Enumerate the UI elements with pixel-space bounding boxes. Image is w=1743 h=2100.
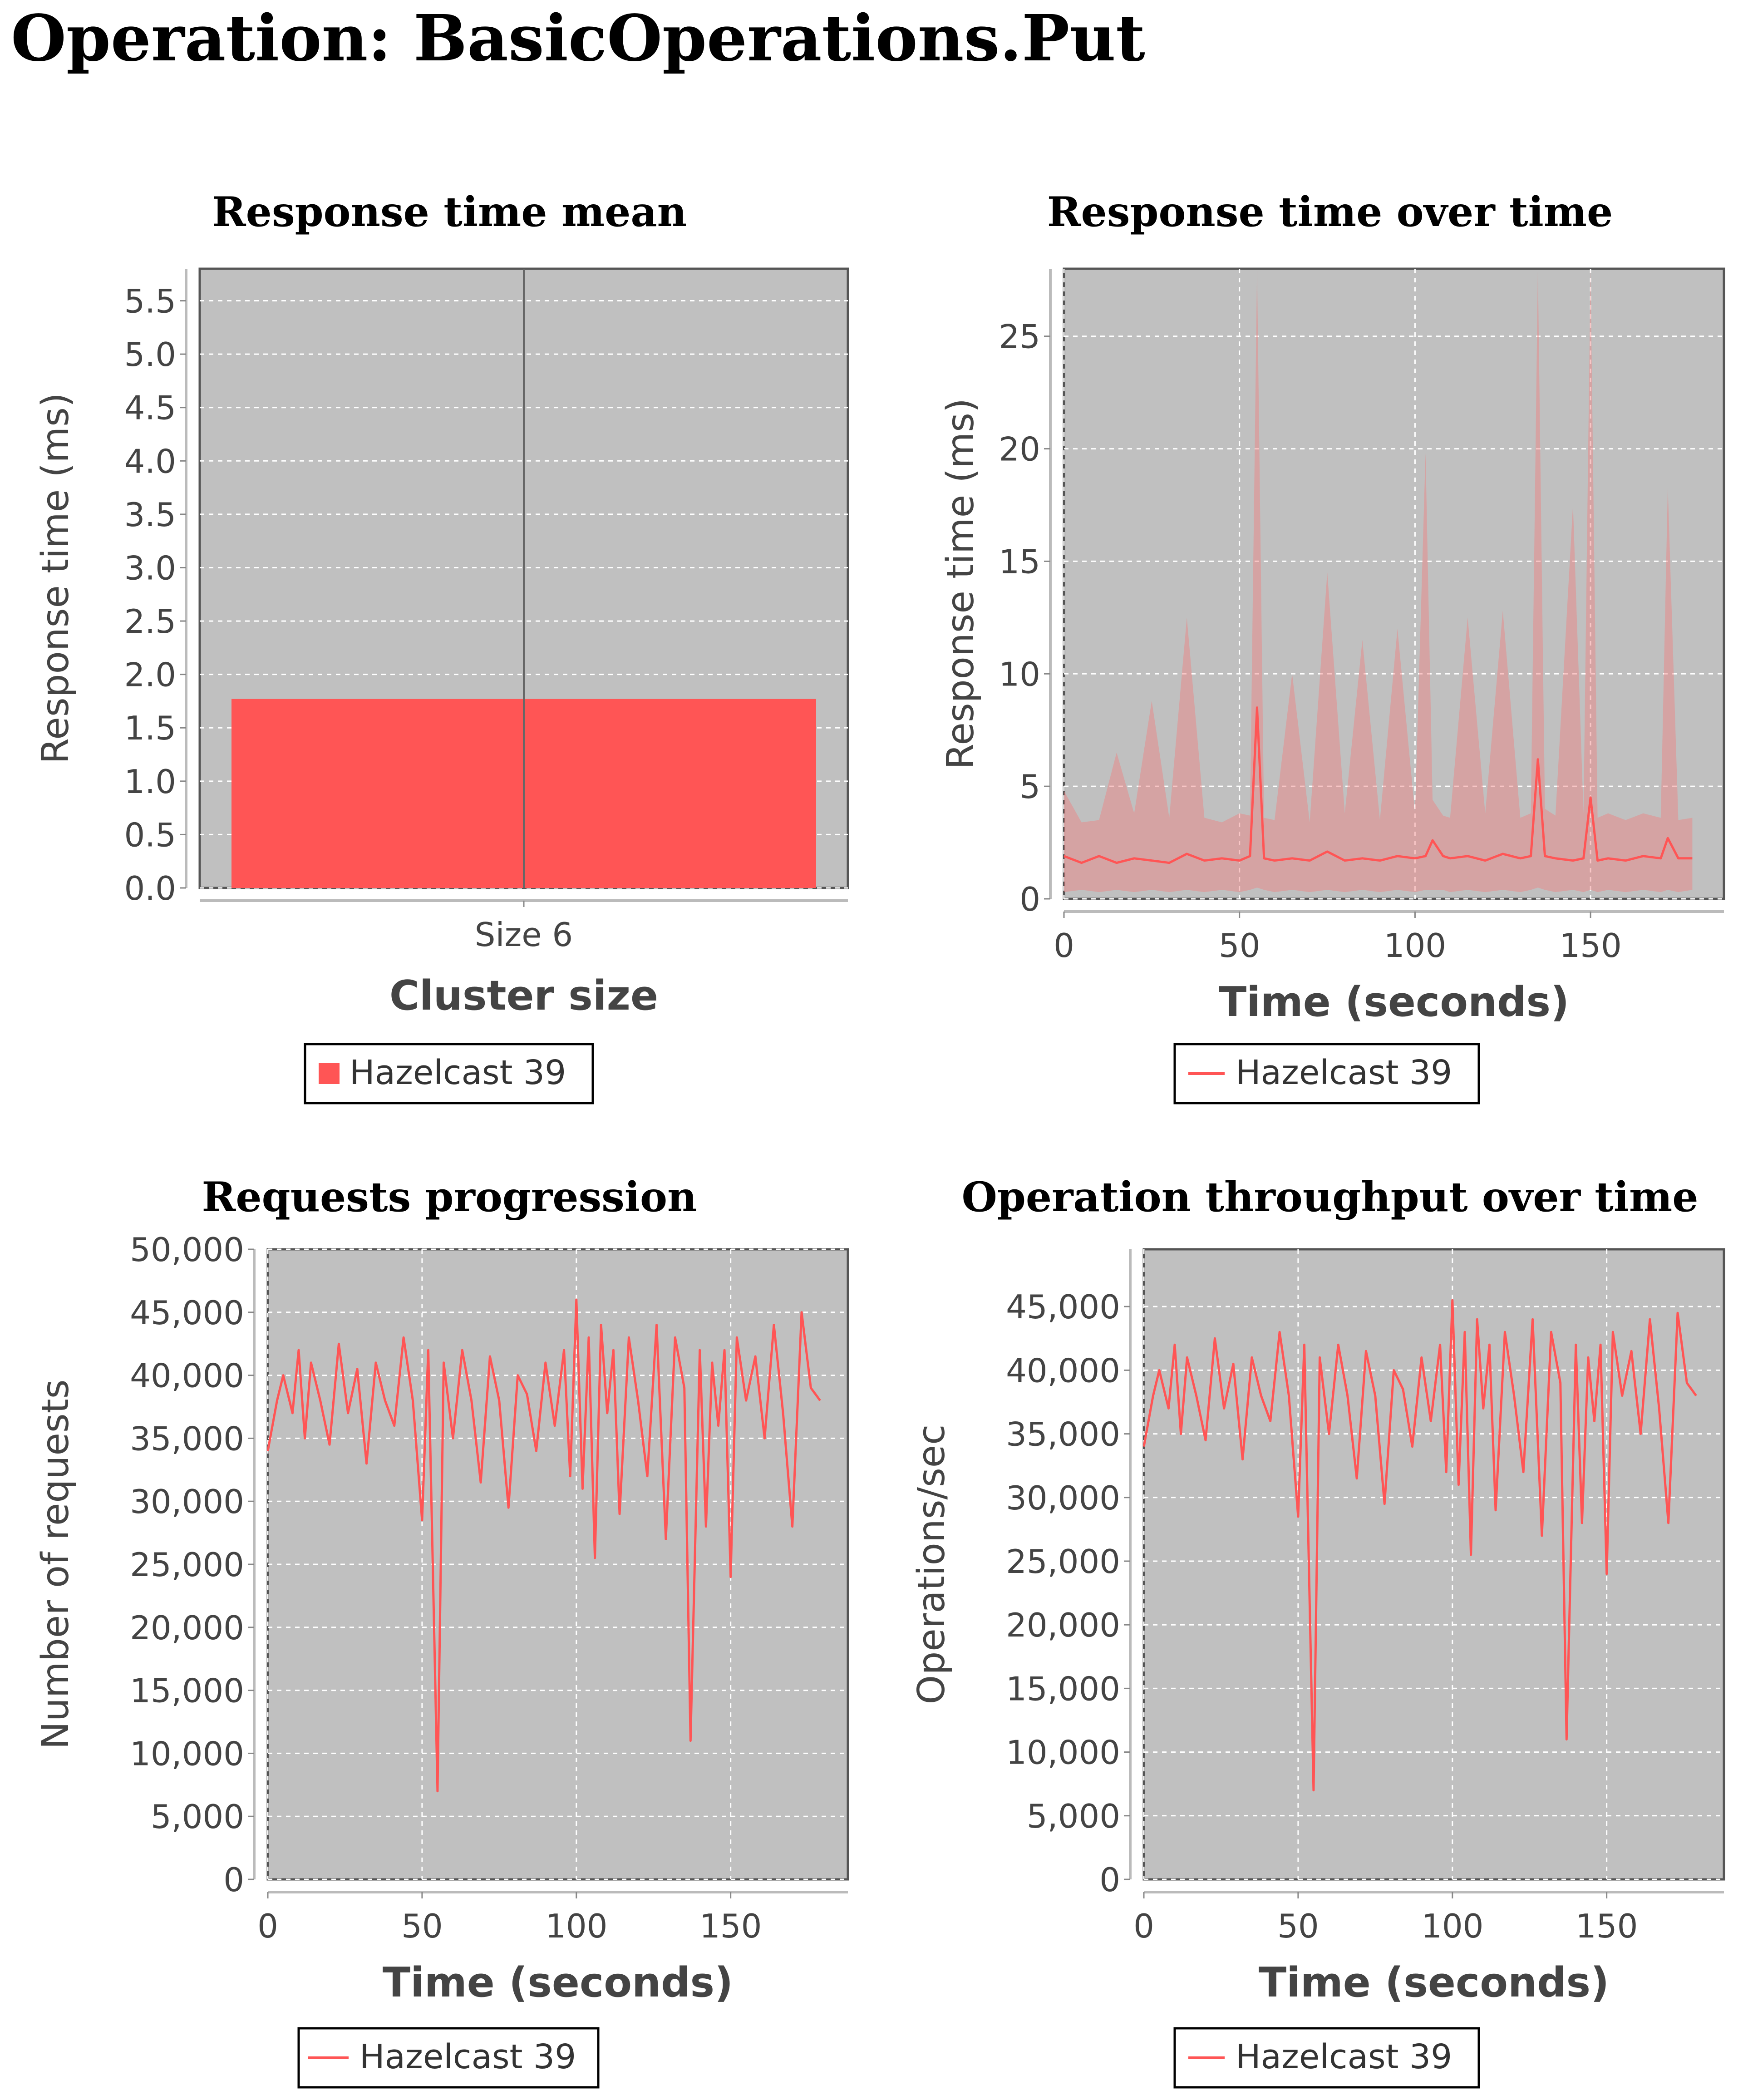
y-tick-label: 3.0 [124,549,176,587]
y-tick-label: 1.0 [124,763,176,801]
chart-requests-progression: Requests progression 0 5,000 10,000 15,000 2… [27,1162,881,2097]
y-tick-label: 30,000 [130,1483,244,1521]
legend-swatch [319,1063,340,1084]
legend: Hazelcast 39 [1173,2027,1480,2089]
y-tick-label: 40,000 [130,1357,244,1395]
chart-title: Response time mean [212,188,687,236]
x-axis-label: Time (seconds) [1219,978,1570,1026]
legend: Hazelcast 39 [297,2027,600,2089]
plot-background [1063,267,1725,900]
legend-label: Hazelcast 39 [350,1053,566,1092]
y-tick-label: 35,000 [1006,1415,1120,1454]
y-tick-label: 25,000 [1006,1543,1120,1581]
chart-operation-throughput: Operation throughput over time 0 5,000 10,… [903,1162,1738,2097]
legend-label: Hazelcast 39 [1236,1053,1452,1092]
series-line [266,1298,821,1793]
y-tick-label: 30,000 [1006,1479,1120,1517]
y-tick-label: 15,000 [1006,1670,1120,1708]
y-tick-label: 5 [1019,768,1040,806]
x-tick-label: 50 [401,1907,443,1945]
legend-label: Hazelcast 39 [359,2037,576,2076]
y-axis-label: Number of requests [34,1380,77,1750]
y-tick-label: 1.5 [124,709,176,747]
chart-response-time-over-time: Response time over time 0 5 10 15 20 25 Respon… [903,182,1738,1117]
y-tick-label: 40,000 [1006,1351,1120,1390]
y-axis-label: Response time (ms) [939,398,982,769]
x-tick-label: 150 [1576,1907,1638,1945]
y-tick-label: 35,000 [130,1420,244,1458]
series-line [1142,1299,1697,1792]
y-tick-label: 15,000 [130,1672,244,1710]
plot-background [1142,1248,1725,1881]
y-tick-label: 20 [999,430,1040,468]
x-tick-label: 0 [1054,927,1074,965]
legend-label: Hazelcast 39 [1236,2037,1452,2076]
y-tick-label: 45,000 [130,1294,244,1332]
y-tick-label: 20,000 [1006,1606,1120,1644]
y-axis-label: Operations/sec [910,1425,953,1705]
y-tick-label: 4.0 [124,442,176,480]
x-tick-label: 0 [1133,1907,1154,1945]
y-tick-label: 5,000 [1027,1797,1120,1835]
y-tick-label: 25,000 [130,1546,244,1584]
y-tick-label: 20,000 [130,1609,244,1647]
chart-response-time-mean: Response time mean 0.0 0.5 1.0 1.5 2.0 2.5 3.0… [27,182,881,1117]
y-tick-label: 0 [1099,1861,1120,1899]
x-tick-label: 100 [1384,927,1446,965]
series-line [1064,706,1693,864]
x-tick-label: 100 [1421,1907,1483,1945]
legend-box [1173,2027,1480,2089]
x-tick-label: 150 [699,1907,762,1945]
y-tick-label: 10 [999,655,1040,693]
y-tick-label: 2.5 [124,602,176,641]
y-tick-label: 0 [1019,880,1040,918]
y-tick-label: 10,000 [130,1735,244,1773]
legend-box [304,1043,594,1104]
x-tick-label: 50 [1219,927,1260,965]
y-tick-label: 15 [999,542,1040,581]
y-tick-label: 2.0 [124,656,176,694]
page-title: Operation: BasicOperations.Put [11,1,1145,76]
y-tick-label: 45,000 [1006,1288,1120,1326]
y-tick-label: 0 [223,1861,244,1899]
chart-title: Response time over time [1047,188,1613,236]
y-tick-label: 25 [999,318,1040,356]
plot-area: 0 5,000 10,000 15,000 20,000 25,000 30,000 35,0… [910,1248,1725,2006]
plot-area: 0 5 10 15 20 25 Response time (ms) 0 50 100 150 Tim… [939,267,1725,1026]
y-tick-label: 5.0 [124,335,176,374]
y-axis-label: Response time (ms) [34,393,77,764]
y-tick-label: 10,000 [1006,1734,1120,1772]
x-tick-label: 0 [257,1907,278,1945]
confidence-band [1064,269,1693,892]
chart-title: Requests progression [202,1173,697,1221]
plot-area: 0.0 0.5 1.0 1.5 2.0 2.5 3.0 3.5 4.0 4.5 5.0 5.5 Resp… [34,267,849,1020]
legend-box [1173,1043,1480,1104]
legend: Hazelcast 39 [304,1043,594,1104]
y-tick-label: 4.5 [124,389,176,427]
legend: Hazelcast 39 [1173,1043,1480,1104]
plot-area: 0 5,000 10,000 15,000 20,000 25,000 30,000 35,0… [34,1231,849,2006]
x-tick-label: 150 [1559,927,1621,965]
x-axis-label: Time (seconds) [383,1959,734,2006]
x-tick-label: Size 6 [475,916,573,954]
y-tick-label: 5.5 [124,282,176,320]
x-tick-label: 100 [545,1907,607,1945]
y-tick-label: 0.0 [124,869,176,907]
y-tick-label: 0.5 [124,816,176,854]
chart-title: Operation throughput over time [962,1173,1699,1221]
y-tick-label: 3.5 [124,496,176,534]
x-tick-label: 50 [1277,1907,1319,1945]
y-tick-label: 50,000 [130,1231,244,1269]
y-tick-label: 5,000 [151,1798,244,1836]
x-axis-label: Time (seconds) [1259,1959,1610,2006]
x-axis-label: Cluster size [389,972,658,1020]
